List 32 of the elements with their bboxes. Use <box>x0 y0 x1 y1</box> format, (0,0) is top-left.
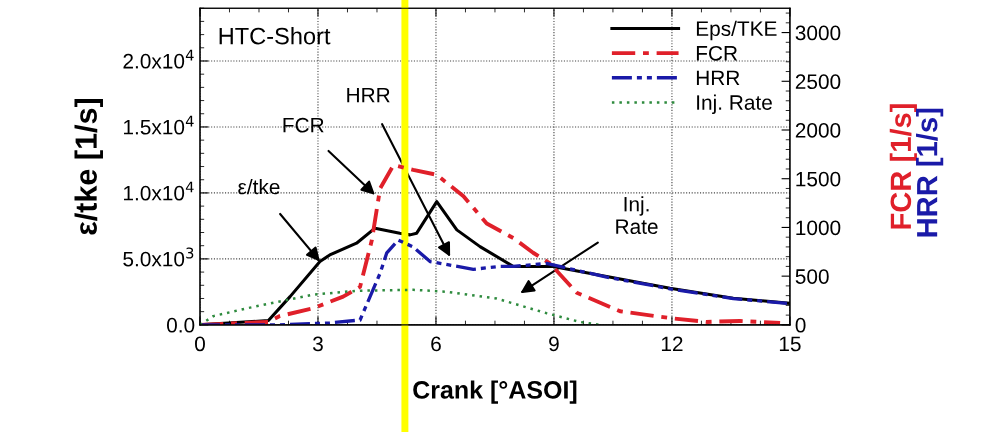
y-tick-label: 1.5x10$^{4}$ <box>124 115 194 135</box>
y-tick-label: 0.0 <box>166 317 195 333</box>
annotation: ε/tke <box>238 178 280 195</box>
y2-tick-label: 1500 <box>796 171 841 187</box>
y2-tick-label: 3000 <box>795 25 841 41</box>
legend-label: Eps/TKE <box>696 20 777 41</box>
x-tick-label: 3 <box>312 336 323 352</box>
x-axis-title: Crank [°ASOI] <box>413 380 577 404</box>
y-axis-title: ε/tke [1/s] <box>74 99 103 235</box>
annotation: HRR <box>347 87 390 103</box>
x-tick-label: 6 <box>431 336 441 352</box>
y2-tick-label: 2500 <box>795 74 841 90</box>
y-tick-label: 1.0x10$^{4}$ <box>124 181 194 201</box>
legend-label: HRR <box>696 70 740 86</box>
y2-tick-label: 0 <box>795 317 806 333</box>
y2-axis-title: FCR [1/s] <box>889 104 917 229</box>
y-tick-label: 2.0x10$^{4}$ <box>123 49 194 69</box>
annotation: Inj. Rate <box>616 196 658 235</box>
line-series <box>199 288 602 325</box>
x-tick-label: 0 <box>195 336 205 352</box>
y2-tick-label: 500 <box>795 269 829 284</box>
text: HTC-Short <box>219 27 331 45</box>
y3-axis-title: HRR [1/s] <box>916 108 944 237</box>
x-tick-label: 12 <box>661 336 683 352</box>
y2-tick-label: 1000 <box>796 220 841 236</box>
legend-label: Inj. Rate <box>697 94 772 115</box>
annotation: FCR <box>283 117 324 133</box>
legend-label: FCR <box>696 45 738 61</box>
y-tick-label: 5.0x10$^{3}$ <box>123 247 194 267</box>
x-tick-label: 9 <box>549 336 559 352</box>
x-tick-label: 15 <box>779 336 801 352</box>
y2-tick-label: 2000 <box>795 123 841 138</box>
